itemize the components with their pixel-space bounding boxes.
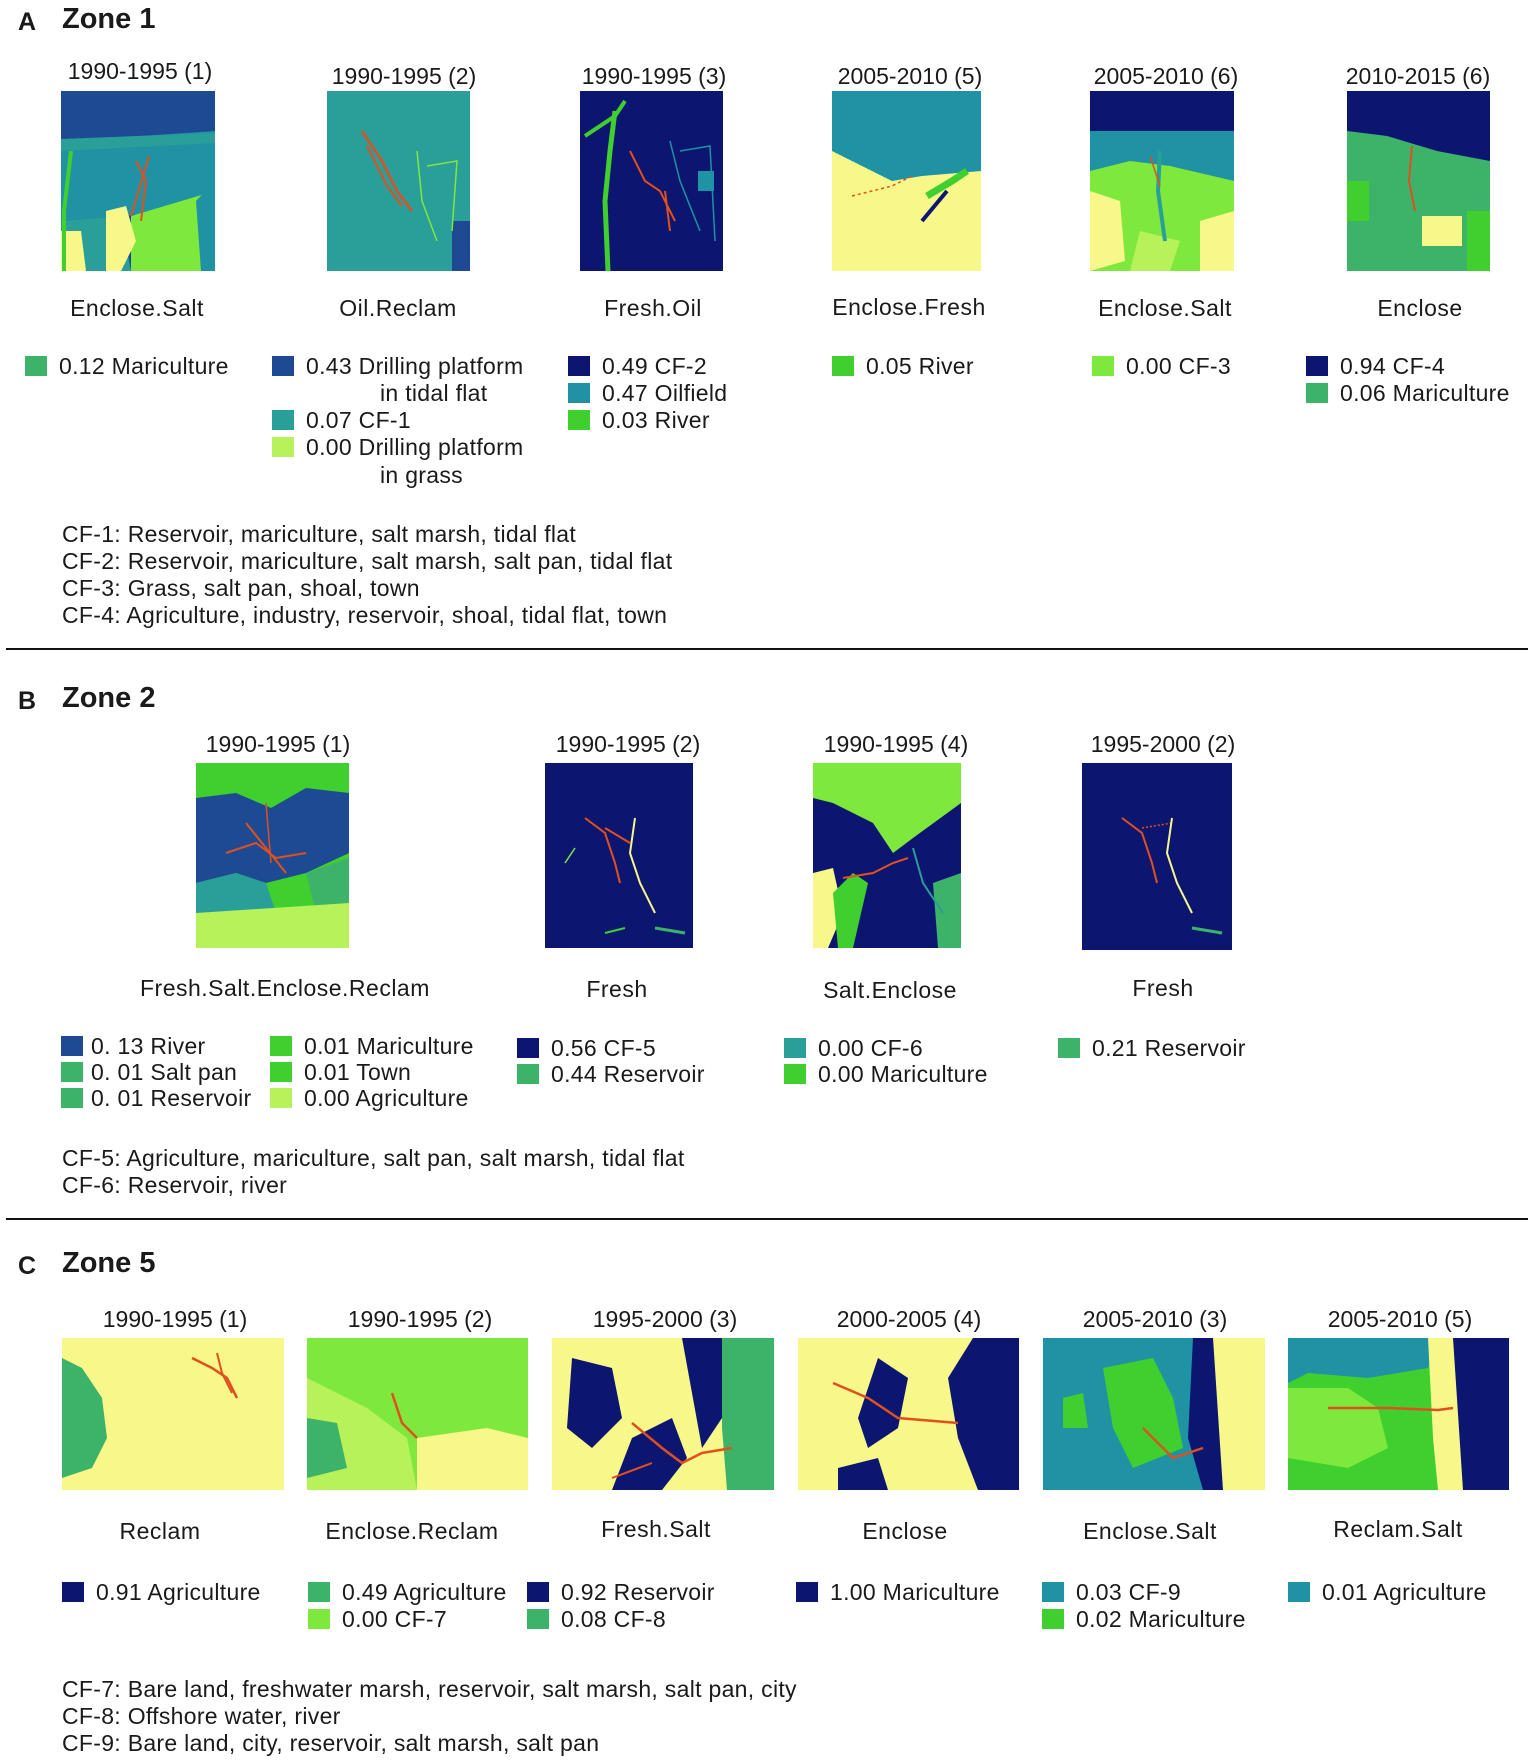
panel-caption: Enclose xyxy=(1377,295,1463,321)
panel-period: 1990-1995 (4) xyxy=(823,731,969,757)
legend-swatch xyxy=(61,1062,83,1082)
cf-note: CF-2: Reservoir, mariculture, salt marsh… xyxy=(62,548,673,574)
panel-caption: Salt.Enclose xyxy=(823,977,957,1003)
section-letter-c: C xyxy=(18,1252,37,1280)
panel-caption: Reclam xyxy=(119,1518,201,1544)
section-letter-b: B xyxy=(18,687,37,715)
legend-swatch xyxy=(272,410,294,430)
panel-period: 2005-2010 (5) xyxy=(837,63,983,89)
land-use-map xyxy=(545,763,693,948)
zone-title-b: Zone 2 xyxy=(62,682,156,714)
legend-swatch xyxy=(527,1582,549,1602)
legend-item-continuation: in tidal flat xyxy=(380,380,488,406)
panel-period: 1990-1995 (2) xyxy=(347,1306,493,1332)
legend-swatch xyxy=(784,1064,806,1084)
panel-period: 1990-1995 (2) xyxy=(331,63,477,89)
land-use-map xyxy=(1288,1338,1509,1490)
section-divider xyxy=(6,648,1528,650)
legend-swatch xyxy=(1042,1582,1064,1602)
land-use-map xyxy=(61,91,215,271)
land-use-map xyxy=(1043,1338,1265,1490)
land-use-map xyxy=(813,763,961,948)
panel-period: 2005-2010 (6) xyxy=(1093,63,1239,89)
panel-period: 1995-2000 (3) xyxy=(592,1306,738,1332)
legend-swatch xyxy=(272,356,294,376)
legend-swatch xyxy=(1288,1582,1310,1602)
legend-swatch xyxy=(308,1582,330,1602)
panel-caption: Fresh xyxy=(1132,975,1194,1001)
legend-swatch xyxy=(517,1038,539,1058)
panel-caption: Enclose.Salt xyxy=(70,295,204,321)
legend-swatch xyxy=(796,1582,818,1602)
legend-swatch xyxy=(270,1036,292,1056)
panel-period: 1990-1995 (2) xyxy=(555,731,701,757)
panel-caption: Enclose xyxy=(862,1518,948,1544)
land-use-map xyxy=(327,91,470,271)
legend-swatch xyxy=(568,383,590,403)
panel-caption: Fresh.Salt.Enclose.Reclam xyxy=(140,975,430,1001)
panel-period: 1990-1995 (1) xyxy=(102,1306,248,1332)
legend-swatch xyxy=(1306,356,1328,376)
panel-period: 1990-1995 (1) xyxy=(67,58,213,84)
cf-note: CF-7: Bare land, freshwater marsh, reser… xyxy=(62,1676,797,1702)
cf-note: CF-4: Agriculture, industry, reservoir, … xyxy=(62,602,668,628)
legend-swatch xyxy=(1306,383,1328,403)
legend-swatch xyxy=(61,1088,83,1108)
panel-caption: Fresh xyxy=(586,976,648,1002)
legend-swatch xyxy=(272,437,294,457)
panel-caption: Enclose.Fresh xyxy=(832,294,986,320)
section-divider xyxy=(6,1218,1528,1220)
panel-period: 2005-2010 (3) xyxy=(1082,1306,1228,1332)
zone-title-a: Zone 1 xyxy=(62,3,156,35)
land-use-map xyxy=(62,1338,284,1490)
land-use-map xyxy=(1082,763,1232,950)
panel-caption: Reclam.Salt xyxy=(1333,1516,1463,1542)
legend-swatch xyxy=(1092,356,1114,376)
panel-period: 2000-2005 (4) xyxy=(836,1306,982,1332)
legend-swatch xyxy=(568,356,590,376)
panel-period: 1995-2000 (2) xyxy=(1090,731,1236,757)
legend-swatch xyxy=(61,1036,83,1056)
cf-note: CF-3: Grass, salt pan, shoal, town xyxy=(62,575,420,601)
zone-title-c: Zone 5 xyxy=(62,1247,156,1279)
cf-note: CF-1: Reservoir, mariculture, salt marsh… xyxy=(62,521,577,547)
cf-note: CF-9: Bare land, city, reservoir, salt m… xyxy=(62,1730,600,1756)
land-use-map xyxy=(307,1338,528,1490)
land-use-map xyxy=(580,91,723,271)
panel-caption: Enclose.Reclam xyxy=(325,1518,499,1544)
legend-swatch xyxy=(270,1062,292,1082)
panel-period: 1990-1995 (1) xyxy=(205,731,351,757)
legend-swatch xyxy=(784,1038,806,1058)
cf-note: CF-5: Agriculture, mariculture, salt pan… xyxy=(62,1145,685,1171)
legend-swatch xyxy=(1058,1038,1080,1058)
section-letter-a: A xyxy=(18,8,37,36)
panel-period: 1990-1995 (3) xyxy=(581,63,727,89)
land-use-map xyxy=(798,1338,1019,1490)
panel-caption: Oil.Reclam xyxy=(339,295,457,321)
land-use-map xyxy=(1347,91,1490,271)
panel-caption: Enclose.Salt xyxy=(1083,1518,1217,1544)
cf-note: CF-6: Reservoir, river xyxy=(62,1172,288,1198)
legend-swatch xyxy=(308,1609,330,1629)
land-use-map xyxy=(1090,91,1234,271)
cf-note: CF-8: Offshore water, river xyxy=(62,1703,341,1729)
panel-period: 2005-2010 (5) xyxy=(1327,1306,1473,1332)
legend-swatch xyxy=(62,1582,84,1602)
panel-period: 2010-2015 (6) xyxy=(1345,63,1491,89)
legend-swatch xyxy=(832,356,854,376)
legend-swatch xyxy=(527,1609,549,1629)
legend-swatch xyxy=(25,356,47,376)
land-use-map xyxy=(832,91,981,271)
legend-item-continuation: in grass xyxy=(380,462,463,488)
land-use-map xyxy=(552,1338,774,1490)
legend-swatch xyxy=(270,1088,292,1108)
legend-swatch xyxy=(568,410,590,430)
panel-caption: Enclose.Salt xyxy=(1098,295,1232,321)
panel-caption: Fresh.Salt xyxy=(601,1516,711,1542)
legend-swatch xyxy=(517,1064,539,1084)
legend-swatch xyxy=(1042,1609,1064,1629)
land-use-map xyxy=(196,763,349,948)
panel-caption: Fresh.Oil xyxy=(604,295,702,321)
